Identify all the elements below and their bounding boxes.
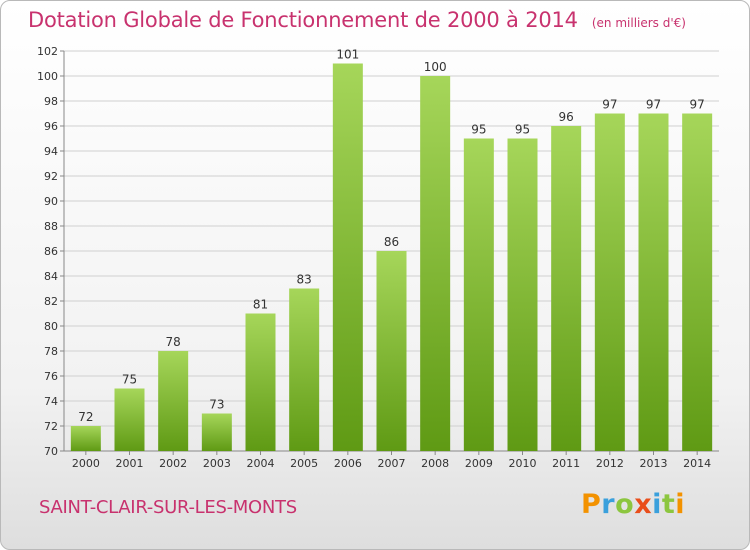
logo-letter: i [652,489,662,520]
bar [332,63,363,451]
logo-letter: t [661,489,676,520]
logo-letter: o [615,489,635,520]
bar [158,351,189,451]
chart-unit: (en milliers d'€) [591,16,686,30]
x-tick-label: 2005 [290,457,318,470]
x-tick-labels: 2000 2001 2002 2003 2004 2005 2006 2007 2008 2009… [72,457,711,470]
title-row: Dotation Globale de Fonctionnement de 20… [28,8,686,32]
y-tick-label: 90 [44,195,58,208]
bar [507,138,538,451]
logo-letter: r [601,489,616,520]
y-tick-label: 80 [44,320,58,333]
commune-name: SAINT-CLAIR-SUR-LES-MONTS [39,497,297,518]
x-tick-label: 2009 [465,457,493,470]
data-label: 95 [515,123,530,137]
logo-letter: i [675,489,686,520]
x-tick-label: 2014 [683,457,711,470]
data-label: 81 [253,298,268,312]
data-label: 78 [166,335,181,349]
data-label: 95 [471,123,486,137]
x-tick-label: 2003 [203,457,231,470]
bar [376,251,407,451]
x-tick-label: 2001 [116,457,144,470]
x-tick-label: 2012 [596,457,624,470]
bar [245,313,276,451]
y-tick-label: 92 [44,170,58,183]
bar [594,113,625,451]
data-label: 100 [424,60,447,74]
bar [289,288,320,451]
y-tick-label: 94 [44,145,58,158]
x-tick-label: 2007 [378,457,406,470]
y-tick-labels: 70 72 74 76 78 80 82 84 86 88 90 92 94 96 98 100 102 [37,45,58,458]
bars [70,63,713,451]
y-tick-label: 82 [44,295,58,308]
y-tick-label: 100 [37,70,58,83]
bar [420,76,451,451]
data-label: 96 [559,110,574,124]
data-label: 72 [78,410,93,424]
data-label: 83 [297,273,312,287]
data-label: 75 [122,373,137,387]
y-tick-label: 88 [44,220,58,233]
x-tick-label: 2011 [552,457,580,470]
chart-title: Dotation Globale de Fonctionnement de 20… [28,8,578,32]
y-tick-label: 102 [37,45,58,58]
bar [201,413,232,451]
x-tick-label: 2006 [334,457,362,470]
bar [70,426,101,451]
proxiti-logo: Proxiti [581,489,685,520]
data-label: 86 [384,235,399,249]
y-tick-label: 98 [44,95,58,108]
data-label: 73 [209,398,224,412]
data-label: 97 [690,98,705,112]
y-tick-label: 84 [44,270,58,283]
x-tick-label: 2013 [640,457,668,470]
data-label: 97 [646,98,661,112]
y-tick-label: 70 [44,445,58,458]
data-label: 101 [336,48,359,62]
bar [114,388,145,451]
bar [638,113,669,451]
bar [551,126,582,451]
data-label: 97 [602,98,617,112]
bar [682,113,713,451]
x-tick-label: 2004 [247,457,275,470]
logo-letter: x [634,489,653,520]
y-tick-label: 78 [44,345,58,358]
y-tick-label: 72 [44,420,58,433]
x-tick-label: 2002 [159,457,187,470]
x-tick-label: 2000 [72,457,100,470]
logo-letter: P [581,489,602,520]
y-tick-label: 86 [44,245,58,258]
x-tick-label: 2008 [421,457,449,470]
y-tick-label: 96 [44,120,58,133]
y-tick-label: 76 [44,370,58,383]
data-labels: 72 75 78 73 81 83 101 86 100 95 95 96 97 97 97 [78,48,705,425]
x-tick-label: 2010 [509,457,537,470]
y-tick-label: 74 [44,395,58,408]
bar [463,138,494,451]
